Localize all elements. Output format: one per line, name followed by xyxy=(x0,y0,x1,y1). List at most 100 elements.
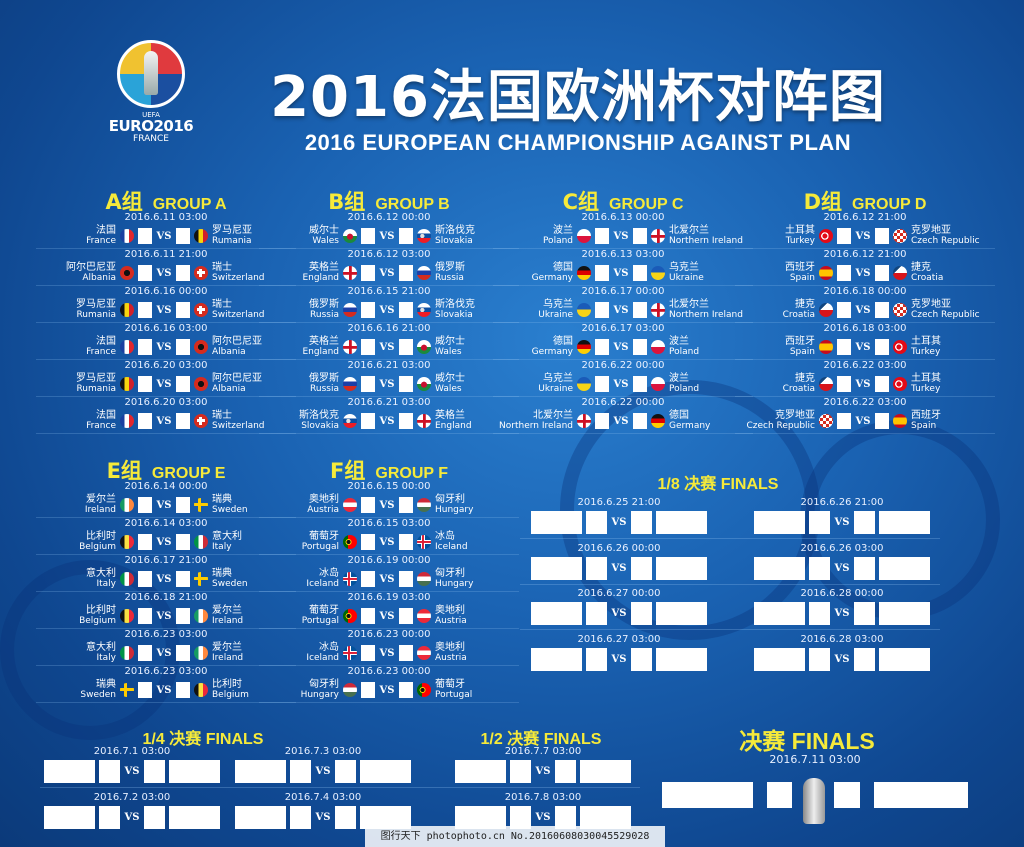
away-score-box[interactable] xyxy=(633,413,647,429)
home-score-box[interactable] xyxy=(138,339,152,355)
home-score-box[interactable] xyxy=(138,228,152,244)
home-score-box[interactable] xyxy=(595,413,609,429)
away-score-box[interactable] xyxy=(875,302,889,318)
team1-box[interactable] xyxy=(531,602,582,625)
away-score-box[interactable] xyxy=(633,265,647,281)
home-score-box[interactable] xyxy=(138,376,152,392)
home-score-box[interactable] xyxy=(138,413,152,429)
team2-box[interactable] xyxy=(656,511,707,534)
team2-box[interactable] xyxy=(879,602,930,625)
team2-box[interactable] xyxy=(580,760,631,783)
team2-box[interactable] xyxy=(360,806,411,829)
away-score-box[interactable] xyxy=(176,228,190,244)
team1-box[interactable] xyxy=(531,556,582,580)
home-score-box[interactable] xyxy=(138,497,152,513)
away-score-box[interactable] xyxy=(176,497,190,513)
home-score-box[interactable] xyxy=(837,339,851,355)
home-score-box[interactable] xyxy=(361,571,375,587)
score2-box[interactable] xyxy=(335,806,356,829)
home-score-box[interactable] xyxy=(361,645,375,661)
score2-box[interactable] xyxy=(854,647,875,671)
home-score-box[interactable] xyxy=(138,571,152,587)
away-score-box[interactable] xyxy=(176,645,190,661)
home-score-box[interactable] xyxy=(595,302,609,318)
team2-box[interactable] xyxy=(879,556,930,580)
away-score-box[interactable] xyxy=(176,571,190,587)
away-score-box[interactable] xyxy=(176,413,190,429)
away-score-box[interactable] xyxy=(399,682,413,698)
team2-box[interactable] xyxy=(656,647,707,671)
score1-box[interactable] xyxy=(586,647,607,671)
final-team2-box[interactable] xyxy=(874,782,968,808)
away-score-box[interactable] xyxy=(633,228,647,244)
home-score-box[interactable] xyxy=(138,645,152,661)
team2-box[interactable] xyxy=(879,647,930,671)
away-score-box[interactable] xyxy=(399,608,413,624)
team1-box[interactable] xyxy=(235,806,286,829)
home-score-box[interactable] xyxy=(837,265,851,281)
home-score-box[interactable] xyxy=(837,302,851,318)
final-team1-box[interactable] xyxy=(662,782,753,808)
away-score-box[interactable] xyxy=(633,376,647,392)
score1-box[interactable] xyxy=(510,806,531,829)
team1-box[interactable] xyxy=(44,806,95,829)
away-score-box[interactable] xyxy=(399,645,413,661)
home-score-box[interactable] xyxy=(837,376,851,392)
team2-box[interactable] xyxy=(169,806,220,829)
home-score-box[interactable] xyxy=(361,413,375,429)
score2-box[interactable] xyxy=(631,556,652,580)
score2-box[interactable] xyxy=(631,511,652,534)
score2-box[interactable] xyxy=(631,647,652,671)
score1-box[interactable] xyxy=(809,602,830,625)
score2-box[interactable] xyxy=(144,806,165,829)
score1-box[interactable] xyxy=(809,556,830,580)
home-score-box[interactable] xyxy=(595,376,609,392)
away-score-box[interactable] xyxy=(399,339,413,355)
score1-box[interactable] xyxy=(510,760,531,783)
score1-box[interactable] xyxy=(99,760,120,783)
away-score-box[interactable] xyxy=(176,339,190,355)
team2-box[interactable] xyxy=(879,511,930,534)
home-score-box[interactable] xyxy=(837,413,851,429)
score2-box[interactable] xyxy=(854,556,875,580)
team2-box[interactable] xyxy=(360,760,411,783)
away-score-box[interactable] xyxy=(633,302,647,318)
home-score-box[interactable] xyxy=(138,608,152,624)
away-score-box[interactable] xyxy=(176,265,190,281)
team2-box[interactable] xyxy=(169,760,220,783)
away-score-box[interactable] xyxy=(176,534,190,550)
home-score-box[interactable] xyxy=(361,376,375,392)
home-score-box[interactable] xyxy=(138,265,152,281)
away-score-box[interactable] xyxy=(875,265,889,281)
score1-box[interactable] xyxy=(290,806,311,829)
final-score1-box[interactable] xyxy=(767,782,792,808)
team2-box[interactable] xyxy=(656,602,707,625)
team1-box[interactable] xyxy=(754,511,805,534)
final-score2-box[interactable] xyxy=(834,782,860,808)
team1-box[interactable] xyxy=(455,806,506,829)
score1-box[interactable] xyxy=(586,511,607,534)
score2-box[interactable] xyxy=(144,760,165,783)
score1-box[interactable] xyxy=(586,556,607,580)
home-score-box[interactable] xyxy=(361,608,375,624)
score2-box[interactable] xyxy=(555,806,576,829)
score1-box[interactable] xyxy=(290,760,311,783)
away-score-box[interactable] xyxy=(176,302,190,318)
home-score-box[interactable] xyxy=(595,265,609,281)
away-score-box[interactable] xyxy=(399,228,413,244)
score2-box[interactable] xyxy=(854,511,875,534)
home-score-box[interactable] xyxy=(361,302,375,318)
home-score-box[interactable] xyxy=(361,534,375,550)
score2-box[interactable] xyxy=(854,602,875,625)
home-score-box[interactable] xyxy=(138,682,152,698)
home-score-box[interactable] xyxy=(361,265,375,281)
team1-box[interactable] xyxy=(531,647,582,671)
away-score-box[interactable] xyxy=(176,376,190,392)
team1-box[interactable] xyxy=(455,760,506,783)
score1-box[interactable] xyxy=(586,602,607,625)
score2-box[interactable] xyxy=(335,760,356,783)
home-score-box[interactable] xyxy=(595,339,609,355)
home-score-box[interactable] xyxy=(361,339,375,355)
away-score-box[interactable] xyxy=(176,682,190,698)
away-score-box[interactable] xyxy=(875,413,889,429)
